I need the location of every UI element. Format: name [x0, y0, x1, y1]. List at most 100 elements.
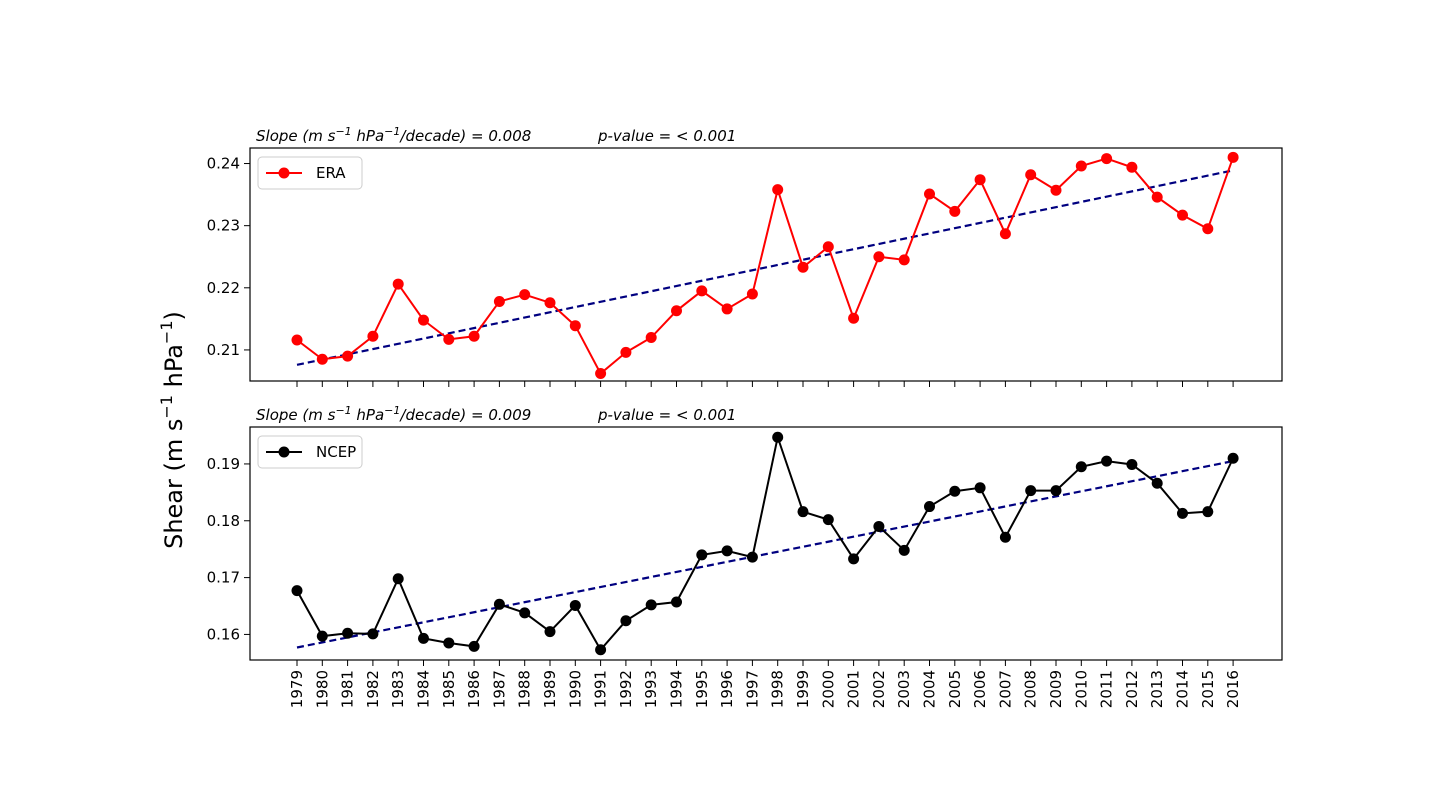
data-point	[620, 346, 632, 358]
panel-pvalue: p-value = < 0.001	[597, 406, 736, 424]
plot-frame	[249, 147, 1283, 382]
data-point	[1227, 452, 1239, 464]
data-point	[1126, 161, 1138, 173]
trend-line	[296, 460, 1234, 649]
data-point	[999, 228, 1011, 240]
data-point	[418, 632, 429, 644]
x-tick-label: 1986	[465, 670, 483, 708]
data-point	[822, 514, 834, 526]
data-point	[772, 184, 784, 196]
x-tick-label: 1983	[389, 670, 407, 708]
x-tick-label: 2004	[921, 670, 939, 708]
y-tick-label: 0.22	[207, 279, 240, 297]
x-tick-label: 1988	[516, 670, 534, 708]
x-tick-label: 2005	[946, 670, 964, 708]
data-point	[822, 241, 834, 253]
x-tick-label: 2007	[996, 670, 1014, 708]
data-point	[949, 205, 961, 217]
data-point	[848, 553, 860, 565]
x-tick-label: 1996	[718, 670, 736, 708]
x-tick-label: 1990	[566, 670, 584, 708]
x-tick-label: 2006	[971, 670, 989, 708]
data-point	[1050, 184, 1062, 196]
legend-box	[257, 435, 363, 469]
y-axis-label: Shear (m s−1 hPa−1)	[157, 311, 188, 549]
data-point	[772, 431, 784, 443]
x-tick-label: 1979	[288, 670, 306, 708]
data-point	[443, 637, 455, 649]
legend-label: NCEP	[316, 443, 356, 461]
panel-title: Slope (m s−1 hPa−1/decade) = 0.009	[256, 404, 531, 424]
data-point	[797, 261, 809, 273]
x-tick-label: 1995	[693, 670, 711, 708]
x-tick-label: 1981	[339, 670, 357, 708]
x-tick-label: 1999	[794, 670, 812, 708]
data-point	[316, 630, 328, 642]
data-point	[1151, 477, 1163, 489]
data-point	[1151, 191, 1163, 203]
data-point	[1025, 485, 1037, 497]
x-tick-label: 2002	[870, 670, 888, 708]
data-point	[949, 485, 961, 497]
x-tick-label: 2009	[1047, 670, 1065, 708]
x-tick-label: 1997	[743, 670, 761, 708]
data-point	[519, 289, 531, 301]
data-point	[544, 626, 556, 638]
x-tick-label: 1985	[440, 670, 458, 708]
data-point	[1177, 507, 1188, 519]
data-point	[924, 501, 935, 513]
x-tick-label: 2014	[1174, 670, 1192, 708]
x-tick-label: 1994	[668, 670, 686, 708]
data-point	[898, 544, 910, 556]
data-point	[1050, 485, 1062, 497]
x-tick-label: 1987	[490, 670, 508, 708]
data-point	[342, 627, 354, 639]
data-point	[468, 330, 480, 342]
data-point	[671, 305, 682, 317]
data-point	[746, 288, 758, 300]
x-tick-label: 1989	[541, 670, 559, 708]
y-tick-label: 0.24	[207, 155, 240, 173]
x-tick-label: 2001	[845, 670, 863, 708]
data-point	[493, 295, 505, 307]
data-point	[1177, 209, 1188, 221]
x-tick-label: 2016	[1224, 670, 1242, 708]
data-point	[721, 303, 733, 315]
data-point	[696, 549, 708, 561]
data-point	[848, 312, 860, 324]
data-point	[367, 330, 379, 342]
y-tick-label: 0.17	[207, 569, 240, 587]
y-tick-label: 0.18	[207, 512, 240, 530]
data-point	[418, 314, 429, 326]
x-tick-label: 2015	[1199, 670, 1217, 708]
data-point	[519, 607, 531, 619]
x-tick-label: 1992	[617, 670, 635, 708]
data-point	[595, 368, 607, 380]
data-point	[1025, 169, 1037, 181]
data-point	[645, 332, 657, 344]
data-point	[1126, 459, 1138, 471]
ncep-panel: 0.16 0.17 0.18 0.19 NCEP Slope (m s−1 hPa−1/d…	[207, 404, 1283, 666]
data-point	[1075, 160, 1087, 172]
x-tick-label: 1980	[313, 670, 331, 708]
plot-frame	[249, 426, 1283, 661]
x-tick-label: 2003	[895, 670, 913, 708]
data-point	[873, 520, 885, 532]
panel-title: Slope (m s−1 hPa−1/decade) = 0.008	[256, 125, 531, 145]
data-point	[291, 334, 303, 346]
legend: NCEP	[257, 435, 363, 469]
y-tick-label: 0.19	[207, 455, 240, 473]
x-tick-label: 2000	[819, 670, 837, 708]
x-tick-label: 2008	[1022, 670, 1040, 708]
data-point	[645, 599, 657, 611]
data-point	[569, 599, 581, 611]
data-point	[316, 353, 328, 365]
data-point	[342, 350, 354, 362]
data-point	[468, 640, 480, 652]
data-point	[974, 174, 986, 186]
data-point	[544, 297, 556, 309]
x-axis-ticks: 1979 1980 1981 1982 1983 1984 1985 1986 1987 1988…	[288, 670, 1242, 708]
panel-pvalue: p-value = < 0.001	[597, 127, 736, 145]
y-tick-label: 0.16	[207, 625, 240, 643]
